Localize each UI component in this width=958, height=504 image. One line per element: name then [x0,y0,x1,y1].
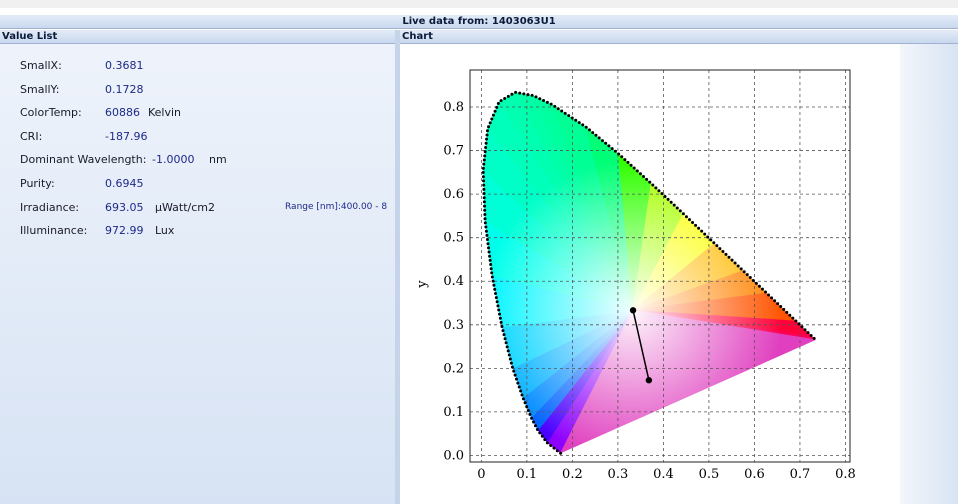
x-tick-label: 0.1 [517,467,538,482]
y-axis-label: y [415,280,430,289]
x-tick-label: 0.6 [744,467,765,482]
row-label: Purity: [20,177,55,190]
row-value: 60886 [105,106,140,120]
range-label: Range [nm]:400.00 - 8 [285,201,388,212]
y-tick-label: 0.5 [443,231,464,246]
x-tick-label: 0.3 [608,467,629,482]
white-glow [483,92,816,454]
x-tick-label: 0.2 [562,467,583,482]
row-label: ColorTemp: [20,106,82,120]
row-value: 0.3681 [105,59,144,72]
row-unit: Lux [155,224,175,238]
connector-line [632,310,650,381]
row-label: Irradiance: [20,200,80,214]
x-tick-label: 0 [477,467,485,482]
y-tick-label: 0.7 [443,144,464,159]
y-tick-label: 0.8 [443,100,464,115]
chart: 0 0.1 0.2 0.3 0.4 0.5 0.6 0.7 0.8 0.0 0.1 0.2 0.3 0.4… [415,69,856,482]
row-label: SmallY: [20,82,60,96]
row-label: SmallX: [20,59,62,72]
y-tick-label: 0.4 [443,274,464,289]
y-tick-label: 0.0 [443,448,464,463]
top-strip [0,0,958,8]
x-tick-label: 0.5 [699,467,720,482]
row-unit: nm [209,153,227,167]
y-tick-label: 0.6 [443,187,464,202]
row-value: -187.96 [105,129,148,143]
splitter[interactable] [395,30,400,504]
row-value: 972.99 [105,224,144,238]
value-list: SmallX: 0.3681 SmallY: 0.1728 ColorTemp: 6088… [0,44,395,504]
row-unit: Kelvin [148,106,182,120]
spectral-locus [481,90,818,455]
gamut [483,92,816,454]
row-label: CRI: [20,129,43,143]
x-tick-label: 0.4 [653,467,674,482]
point [629,307,637,314]
window-title: Live data from: 1403063U1 [0,15,958,29]
x-tick-label: 0.7 [790,467,811,482]
row-unit: μWatt/cm2 [155,200,216,214]
row-label: Illuminance: [20,224,88,238]
row-label: Dominant Wavelength: [20,153,147,167]
y-tick-label: 0.2 [443,361,464,376]
x-tick-label: 0.8 [835,467,856,482]
row-value: -1.0000 [152,153,195,167]
point [645,377,653,384]
row-value: 0.6945 [105,177,144,190]
y-tick-label: 0.1 [443,405,464,420]
plot-frame [469,69,851,463]
row-value: 693.05 [105,200,144,214]
row-value: 0.1728 [105,82,144,96]
y-tick-label: 0.3 [443,318,464,333]
value-list-header: Value List [0,30,395,44]
chart-header: Chart [400,30,958,44]
chart-side [900,44,958,504]
